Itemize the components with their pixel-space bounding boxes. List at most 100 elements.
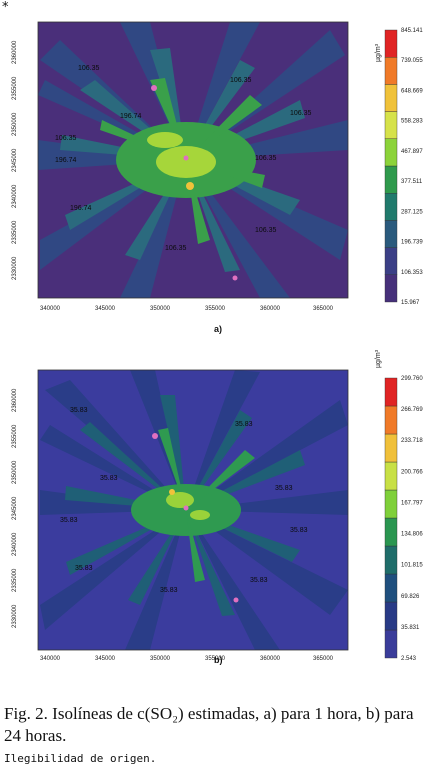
y-tick: 2345000 xyxy=(12,148,18,172)
x-tick: 345000 xyxy=(95,656,116,662)
peak-zone-b xyxy=(166,492,210,520)
iso-label: 35.83 xyxy=(100,475,118,482)
y-tick: 2330000 xyxy=(12,604,18,628)
colorbar-swatch xyxy=(384,461,398,491)
contour-map-a: 106.35 106.35 196.74 106.35 106.35 196.7… xyxy=(12,21,423,312)
colorbar-swatch xyxy=(384,247,398,276)
colorbar-swatch xyxy=(384,192,398,221)
colorbar-tick-label: 467.897 xyxy=(401,149,423,155)
colorbar-swatch xyxy=(384,29,398,58)
source-markers-b xyxy=(152,433,239,603)
x-tick: 365000 xyxy=(313,656,334,662)
colorbar-tick-label: 101.815 xyxy=(401,563,423,569)
x-tick: 355000 xyxy=(205,306,226,312)
y-tick: 2360000 xyxy=(12,40,18,64)
y-tick: 2345000 xyxy=(12,496,18,520)
y-tick: 2335000 xyxy=(12,220,18,244)
iso-label: 106.35 xyxy=(290,110,312,117)
colorbar-tick-label: 2.543 xyxy=(401,656,417,662)
colorbar-b: 2.543 35.831 69.826 101.815 134.806 167.797 20… xyxy=(384,376,423,662)
colorbar-tick-label: 200.766 xyxy=(401,469,423,475)
colorbar-tick-label: 845.141 xyxy=(401,28,423,34)
colorbar-tick-label: 377.511 xyxy=(401,179,423,185)
colorbar-tick-label: 106.353 xyxy=(401,270,423,276)
colorbar-swatch xyxy=(384,111,398,139)
colorbar-swatch xyxy=(384,433,398,463)
figure-panel-a: 106.35 106.35 196.74 106.35 106.35 196.7… xyxy=(0,0,433,340)
iso-label: 106.35 xyxy=(255,155,277,162)
y-tick: 2340000 xyxy=(12,532,18,556)
editor-note: Ilegibilidad de origen. xyxy=(4,752,157,765)
iso-label: 35.83 xyxy=(235,421,253,428)
iso-label: 35.83 xyxy=(70,407,88,414)
unit-label-a: µg/m³ xyxy=(375,43,382,62)
x-tick: 340000 xyxy=(40,656,61,662)
iso-labels-b: 35.83 35.83 35.83 35.83 35.83 35.83 35.8… xyxy=(60,407,308,594)
hotspot-b xyxy=(169,489,175,495)
colorbar-tick-label: 739.055 xyxy=(401,58,423,64)
iso-label: 196.74 xyxy=(70,205,92,212)
colorbar-tick-label: 167.797 xyxy=(401,500,423,506)
hotspot-a xyxy=(186,182,194,190)
colorbar-swatch xyxy=(384,601,398,631)
figure-panel-b: 35.83 35.83 35.83 35.83 35.83 35.83 35.8… xyxy=(0,340,433,670)
x-tick: 360000 xyxy=(260,656,281,662)
x-tick: 365000 xyxy=(313,306,334,312)
colorbar-tick-label: 196.739 xyxy=(401,240,423,246)
x-tick: 340000 xyxy=(40,306,61,312)
iso-label: 35.83 xyxy=(60,517,78,524)
colorbar-swatch xyxy=(384,84,398,112)
x-tick: 360000 xyxy=(260,306,281,312)
plot-frame-b xyxy=(37,369,349,651)
y-axis-a: 2360000 2355000 2350000 2345000 2340000 … xyxy=(12,40,18,280)
unit-label-b: µg/m³ xyxy=(375,349,382,368)
colorbar-swatch xyxy=(384,274,398,303)
iso-label: 106.35 xyxy=(255,227,277,234)
colorbar-tick-label: 35.831 xyxy=(401,625,420,631)
x-axis-b: 340000 345000 350000 355000 360000 36500… xyxy=(40,656,334,662)
source-markers-a xyxy=(151,85,238,281)
colorbar-swatch xyxy=(384,405,398,435)
iso-label: 196.74 xyxy=(120,113,142,120)
colorbar-swatch xyxy=(384,377,398,407)
iso-label: 35.83 xyxy=(290,527,308,534)
plot-frame-a xyxy=(37,21,349,299)
colorbar-tick-label: 299.760 xyxy=(401,376,423,382)
panel-label-b: b) xyxy=(214,655,223,665)
colorbar-swatch xyxy=(384,629,398,659)
colorbar-swatch xyxy=(384,57,398,85)
colorbar-tick-label: 558.283 xyxy=(401,119,423,125)
x-tick: 350000 xyxy=(150,306,171,312)
colorbar-tick-label: 648.669 xyxy=(401,88,423,94)
y-tick: 2350000 xyxy=(12,460,18,484)
colorbar-swatch xyxy=(384,138,398,167)
iso-label: 106.35 xyxy=(55,135,77,142)
y-tick: 2335000 xyxy=(12,568,18,592)
iso-labels-a: 106.35 106.35 196.74 106.35 106.35 196.7… xyxy=(55,65,312,252)
panel-label-a: a) xyxy=(214,324,223,334)
contour-map-b: 35.83 35.83 35.83 35.83 35.83 35.83 35.8… xyxy=(12,349,423,662)
figure-caption: Fig. 2. Isolíneas de c(SO₂) estimadas, a… xyxy=(4,704,414,745)
asterisk-mark: * xyxy=(2,0,9,15)
x-tick: 345000 xyxy=(95,306,116,312)
x-tick: 355000 xyxy=(205,656,226,662)
x-tick: 350000 xyxy=(150,656,171,662)
high-zone-b xyxy=(131,428,255,582)
colorbar-swatch xyxy=(384,573,398,603)
y-tick: 2330000 xyxy=(12,256,18,280)
iso-label: 106.35 xyxy=(78,65,100,72)
iso-label: 106.35 xyxy=(230,77,252,84)
iso-label: 106.35 xyxy=(165,245,187,252)
colorbar-a: 15.967 106.353 196.739 287.125 377.511 467.89… xyxy=(384,28,423,306)
y-tick: 2355000 xyxy=(12,76,18,100)
colorbar-tick-label: 134.806 xyxy=(401,532,423,538)
colorbar-tick-label: 287.125 xyxy=(401,209,423,215)
y-tick: 2340000 xyxy=(12,184,18,208)
colorbar-swatch xyxy=(384,489,398,519)
colorbar-tick-label: 233.718 xyxy=(401,438,423,444)
colorbar-tick-label: 266.769 xyxy=(401,407,423,413)
y-tick: 2360000 xyxy=(12,388,18,412)
y-tick: 2350000 xyxy=(12,112,18,136)
colorbar-swatch xyxy=(384,517,398,547)
y-tick: 2355000 xyxy=(12,424,18,448)
